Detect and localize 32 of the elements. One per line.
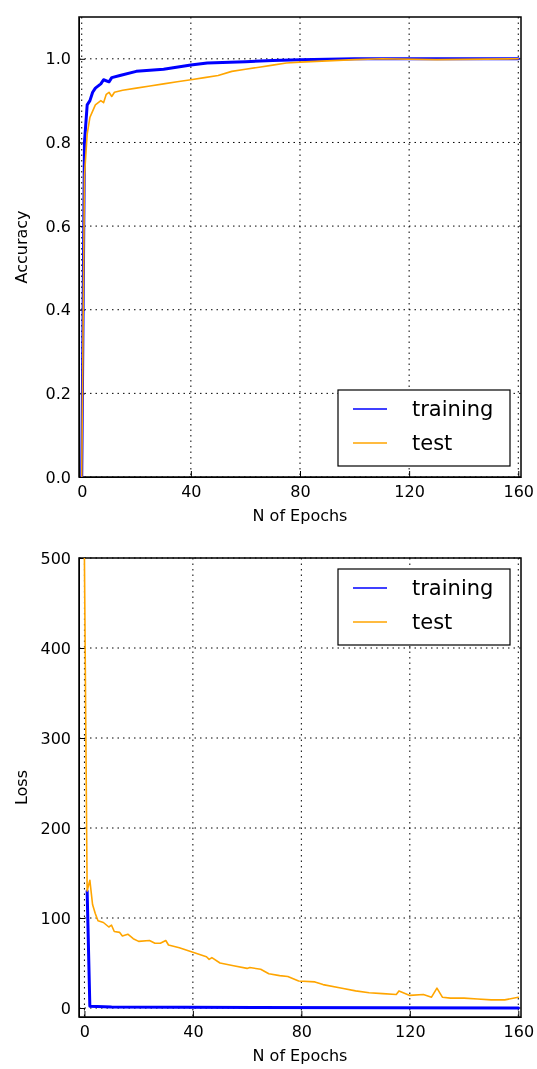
legend-label: training — [412, 576, 494, 600]
x-tick-label: 80 — [291, 1022, 313, 1042]
legend-label: training — [412, 397, 494, 421]
legend-label: test — [412, 610, 453, 634]
x-axis-title: N of Epochs — [252, 1046, 348, 1065]
y-tick-label: 300 — [40, 728, 71, 748]
y-tick-label: 0.4 — [45, 300, 71, 320]
line-series — [85, 889, 520, 1010]
y-tick-label: 0.6 — [45, 216, 71, 236]
y-tick-label: 0 — [60, 998, 71, 1018]
line-series — [83, 558, 520, 1001]
y-tick-label: 500 — [40, 548, 71, 568]
y-tick-label: 0.2 — [45, 383, 71, 403]
x-tick-label: 120 — [395, 1022, 426, 1042]
y-tick-label: 400 — [40, 638, 71, 658]
x-axis-title: N of Epochs — [252, 506, 348, 525]
x-tick-label: 40 — [183, 1022, 204, 1042]
legend-label: test — [412, 431, 453, 455]
y-axis-title: Accuracy — [12, 210, 31, 284]
x-tick-label: 0 — [77, 482, 88, 502]
x-tick-label: 0 — [79, 1022, 91, 1042]
y-tick-label: 1.0 — [45, 49, 71, 69]
y-tick-label: 100 — [40, 908, 71, 928]
y-axis-title: Loss — [12, 769, 31, 806]
x-tick-label: 160 — [503, 482, 535, 502]
y-tick-label: 200 — [40, 818, 71, 838]
x-tick-label: 160 — [503, 1022, 535, 1042]
y-tick-label: 0.8 — [45, 133, 71, 153]
x-tick-label: 40 — [181, 482, 202, 502]
y-tick-label: 0.0 — [45, 467, 71, 487]
x-tick-label: 120 — [394, 482, 425, 502]
x-tick-label: 80 — [290, 482, 311, 502]
